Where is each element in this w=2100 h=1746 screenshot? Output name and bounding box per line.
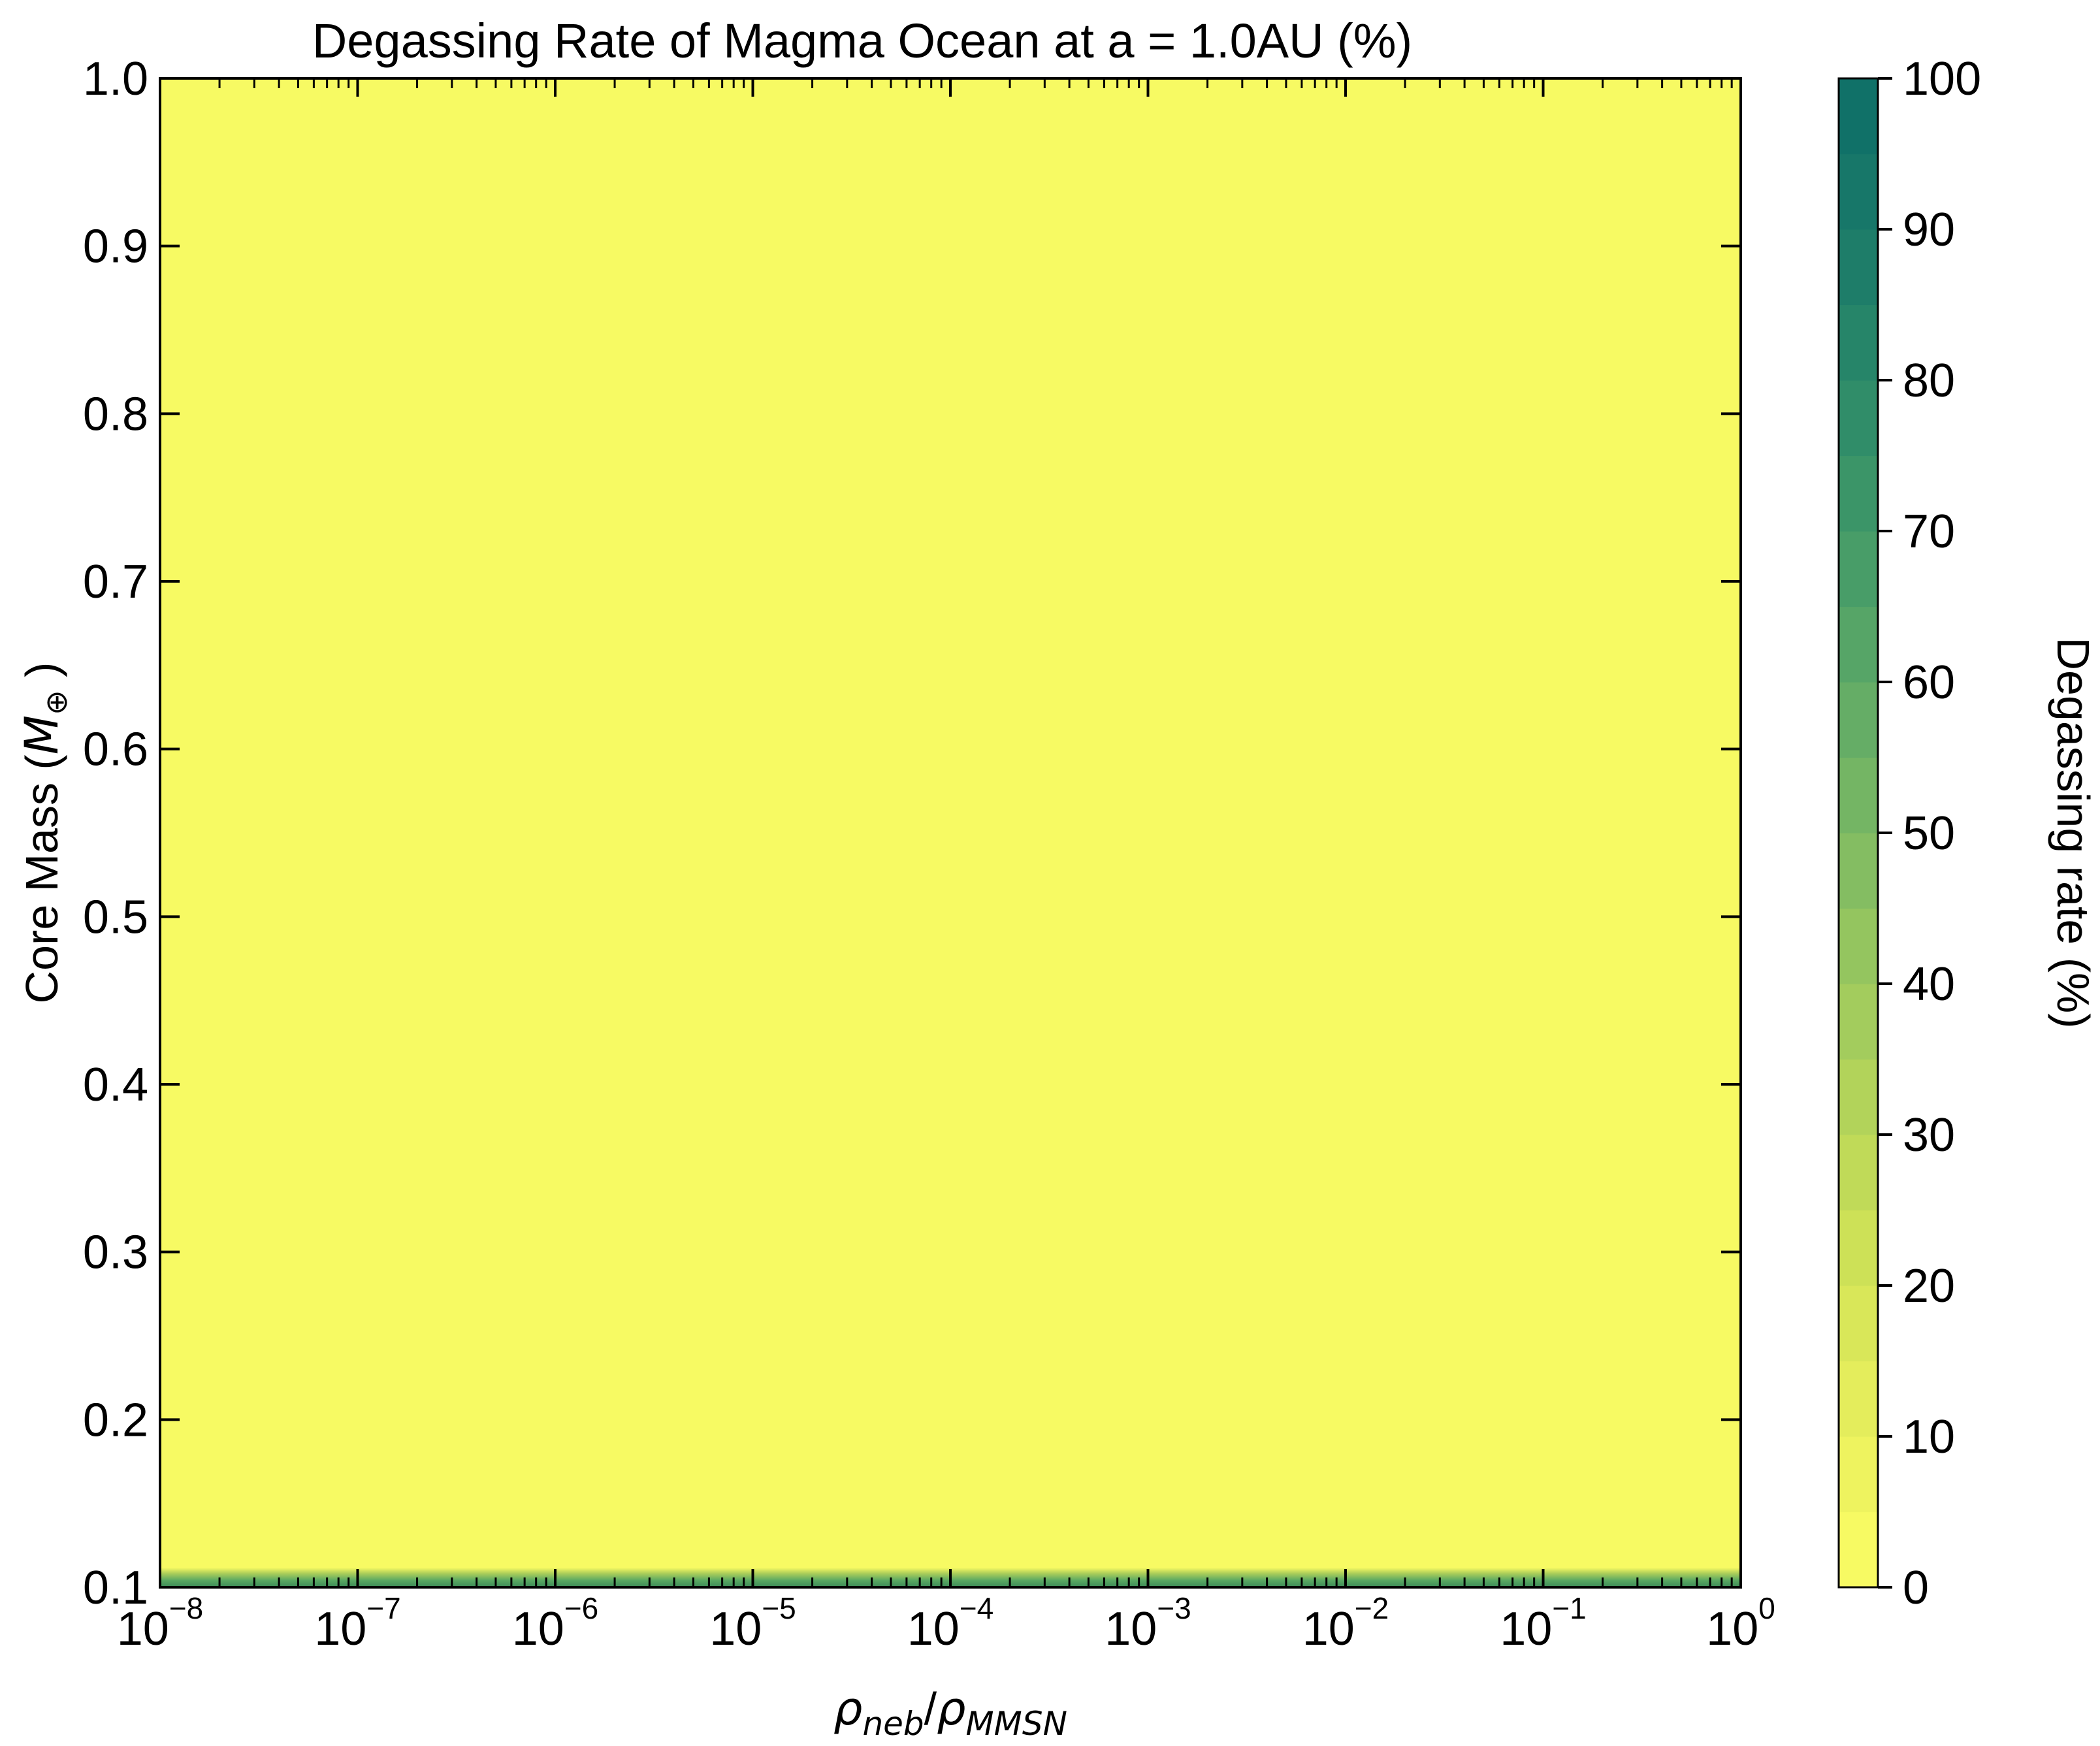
x-tick-label: 100 [1706,1591,1775,1655]
colorbar-level [1839,455,1878,532]
x-label-rho-mmsn: ρ [937,1682,965,1736]
colorbar-level [1839,229,1878,306]
colorbar-tick-label: 20 [1903,1260,1955,1312]
x-axis-ticks: 10−8 10−7 10−6 10−5 10−4 10−3 10−2 10−1 100 [117,78,1775,1655]
colorbar-level [1839,78,1878,155]
colorbar-tick-label: 10 [1903,1411,1955,1463]
colorbar-level [1839,757,1878,833]
y-tick-label: 1.0 [83,53,148,105]
colorbar-level [1839,1135,1878,1211]
colorbar-level [1839,606,1878,683]
colorbar-level [1839,682,1878,758]
colorbar-tick-label: 80 [1903,355,1955,407]
x-axis-label: ρneb/ρMMSN [833,1682,1067,1743]
colorbar-tick-label: 100 [1903,53,1981,105]
colorbar-level [1839,531,1878,607]
y-label-earth-symbol: ⊕ [39,690,73,715]
colorbar-level [1839,1285,1878,1362]
colorbar-level [1839,1210,1878,1286]
colorbar-level [1839,984,1878,1060]
y-label-m: M [15,715,69,754]
x-tick-label: 10−3 [1105,1591,1191,1655]
colorbar-level [1839,304,1878,381]
y-axis-ticks: 0.1 0.2 0.3 0.4 0.5 0.6 0.7 0.8 0.9 1.0 [83,53,1741,1614]
colorbar-tick-label: 50 [1903,807,1955,860]
colorbar-tick-label: 40 [1903,958,1955,1010]
x-tick-label: 10−4 [907,1591,994,1655]
y-label-close: ) [16,662,67,690]
x-tick-label: 10−1 [1500,1591,1587,1655]
x-label-rho-neb: ρ [833,1682,862,1736]
x-tick-label: 10−7 [314,1591,401,1655]
colorbar-level [1839,1059,1878,1135]
y-tick-label: 0.7 [83,556,148,608]
colorbar-label: Degassing rate (%) [2048,637,2099,1028]
colorbar-level [1839,1436,1878,1513]
colorbar-level [1839,833,1878,909]
y-tick-label: 0.1 [83,1562,148,1614]
x-label-sub-neb: neb [862,1705,924,1743]
colorbar-level [1839,1512,1878,1588]
y-tick-label: 0.6 [83,724,148,776]
colorbar: 0 10 20 30 40 50 60 70 80 90 100 [1837,53,1981,1614]
colorbar-tick-label: 0 [1903,1562,1929,1614]
y-tick-label: 0.3 [83,1227,148,1279]
x-label-sub-mmsn: MMSN [966,1705,1067,1743]
x-tick-label: 10−8 [117,1591,204,1655]
y-tick-label: 0.4 [83,1059,148,1111]
y-tick-label: 0.9 [83,221,148,273]
x-tick-label: 10−2 [1302,1591,1389,1655]
colorbar-level [1839,154,1878,230]
colorbar-tick-label: 60 [1903,656,1955,709]
y-tick-label: 0.2 [83,1394,148,1446]
x-tick-label: 10−5 [709,1591,796,1655]
colorbar-level [1839,1361,1878,1437]
colorbar-tick-label: 30 [1903,1109,1955,1161]
colorbar-level [1839,908,1878,984]
colorbar-tick-label: 90 [1903,204,1955,256]
plot-area [159,77,1742,1589]
colorbar-level [1839,380,1878,457]
y-axis-label: Core Mass (M⊕ ) [15,662,73,1004]
colorbar-tick-label: 70 [1903,506,1955,558]
y-tick-label: 0.5 [83,891,148,943]
y-tick-label: 0.8 [83,388,148,440]
y-label-text: Core Mass ( [16,754,67,1003]
x-tick-label: 10−6 [512,1591,599,1655]
heatmap-background-region [160,78,1741,1587]
x-label-slash: / [924,1683,937,1734]
chart-title: Degassing Rate of Magma Ocean at a = 1.0… [312,14,1412,68]
